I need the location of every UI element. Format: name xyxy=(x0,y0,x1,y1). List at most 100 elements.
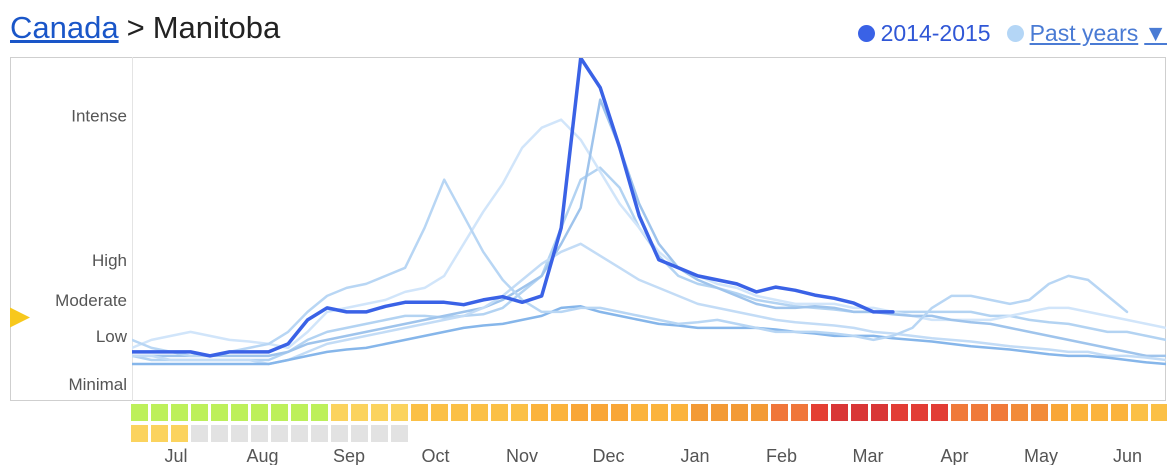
past-years-dot-icon xyxy=(1006,24,1024,42)
chart-frame xyxy=(10,57,1166,401)
breadcrumb: Canada > Manitoba xyxy=(10,10,280,46)
past-year-line-3 xyxy=(132,98,1166,358)
weekly-activity-bar xyxy=(331,404,348,421)
weekly-activity-bar xyxy=(231,425,248,442)
weekly-activity-bar xyxy=(611,404,628,421)
month-label-sep: Sep xyxy=(333,446,365,465)
weekly-activity-bar xyxy=(291,425,308,442)
weekly-activity-bar xyxy=(811,404,828,421)
header: Canada > Manitoba 2014-2015 Past years ▼ xyxy=(0,0,1167,52)
weekly-activity-bar xyxy=(831,404,848,421)
weekly-activity-bar xyxy=(751,404,768,421)
weekly-activity-bar xyxy=(391,425,408,442)
legend-past-label[interactable]: Past years xyxy=(1029,20,1139,46)
month-label-jul: Jul xyxy=(164,446,187,465)
y-label-moderate: Moderate xyxy=(55,291,127,310)
weekly-activity-bar xyxy=(911,404,928,421)
month-label-apr: Apr xyxy=(940,446,968,465)
weekly-activity-bar xyxy=(771,404,788,421)
weekly-activity-bar xyxy=(131,425,148,442)
legend-current-label: 2014-2015 xyxy=(880,20,991,46)
y-label-minimal: Minimal xyxy=(68,375,127,394)
weekly-activity-bar xyxy=(1151,404,1167,421)
current-level-indicator-icon xyxy=(10,307,30,328)
month-label-mar: Mar xyxy=(853,446,884,465)
weekly-activity-bar xyxy=(271,404,288,421)
weekly-activity-bar xyxy=(1131,404,1148,421)
weekly-activity-bar xyxy=(791,404,808,421)
weekly-activity-bar xyxy=(351,404,368,421)
past-year-line-6 xyxy=(132,178,1129,358)
weekly-activity-bar xyxy=(531,404,548,421)
past-year-line-4 xyxy=(132,242,1166,366)
weekly-activity-bar xyxy=(391,404,408,421)
weekly-activity-bar xyxy=(371,404,388,421)
weekly-activity-bar xyxy=(191,404,208,421)
weekly-activity-bar xyxy=(511,404,528,421)
weekly-activity-bar xyxy=(1011,404,1028,421)
past-year-line-2 xyxy=(132,118,1166,350)
weekly-activity-bar xyxy=(151,404,168,421)
weekly-activity-bar xyxy=(271,425,288,442)
weekly-activity-bar xyxy=(731,404,748,421)
weekly-activity-bar xyxy=(311,425,328,442)
weekly-activity-bar xyxy=(371,425,388,442)
weekly-activity-bar xyxy=(211,404,228,421)
weekly-activity-bar xyxy=(951,404,968,421)
weekly-activity-bar xyxy=(331,425,348,442)
y-label-high: High xyxy=(92,251,127,270)
weekly-activity-bar xyxy=(171,404,188,421)
weekly-activity-bar xyxy=(491,404,508,421)
weekly-activity-bar xyxy=(171,425,188,442)
breadcrumb-link-country[interactable]: Canada xyxy=(10,10,119,45)
month-label-may: May xyxy=(1024,446,1058,465)
weekly-activity-bar xyxy=(231,404,248,421)
weekly-activity-bar xyxy=(1111,404,1128,421)
weekly-activity-bar xyxy=(991,404,1008,421)
weekly-activity-bar xyxy=(711,404,728,421)
month-label-feb: Feb xyxy=(766,446,797,465)
weekly-activity-bar xyxy=(151,425,168,442)
y-label-intense: Intense xyxy=(71,107,127,126)
current-season-line xyxy=(132,58,895,358)
past-years-toggle[interactable]: Past years ▼ xyxy=(1006,18,1167,48)
breadcrumb-separator: > xyxy=(126,10,145,45)
weekly-activity-bar xyxy=(851,404,868,421)
weekly-activity-bar xyxy=(1051,404,1068,421)
weekly-activity-bar xyxy=(671,404,688,421)
plot-lines xyxy=(132,58,1166,366)
month-label-oct: Oct xyxy=(421,446,449,465)
weekly-activity-bar xyxy=(871,404,888,421)
weekly-activity-bar xyxy=(891,404,908,421)
weekly-activity-bar xyxy=(211,425,228,442)
weekly-activity-bar xyxy=(471,404,488,421)
weekly-activity-bar xyxy=(1091,404,1108,421)
dropdown-arrow-icon[interactable]: ▼ xyxy=(1144,20,1167,46)
weekly-activity-bar xyxy=(411,404,428,421)
weekly-activity-bar xyxy=(1031,404,1048,421)
page-title: Manitoba xyxy=(152,10,281,45)
legend: 2014-2015 Past years ▼ xyxy=(857,18,1167,48)
weekly-activity-bar xyxy=(551,404,568,421)
weekly-activity-bar xyxy=(131,404,148,421)
month-label-aug: Aug xyxy=(246,446,278,465)
y-label-low: Low xyxy=(96,327,128,346)
month-label-dec: Dec xyxy=(592,446,624,465)
month-label-nov: Nov xyxy=(506,446,538,465)
weekly-activity-bar xyxy=(651,404,668,421)
weekly-activity-bar xyxy=(191,425,208,442)
weekly-activity-bar xyxy=(251,404,268,421)
month-label-jan: Jan xyxy=(680,446,709,465)
weekly-activity-bar xyxy=(451,404,468,421)
weekly-activity-bar xyxy=(431,404,448,421)
weekly-activity-bar xyxy=(691,404,708,421)
weekly-activity-bar xyxy=(351,425,368,442)
legend-current-season: 2014-2015 xyxy=(857,18,991,48)
month-label-jun: Jun xyxy=(1113,446,1142,465)
current-season-dot-icon xyxy=(857,24,875,42)
weekly-activity-bar xyxy=(971,404,988,421)
weekly-activity-bar xyxy=(571,404,588,421)
weekly-activity-bar xyxy=(931,404,948,421)
weekly-activity-bar xyxy=(291,404,308,421)
